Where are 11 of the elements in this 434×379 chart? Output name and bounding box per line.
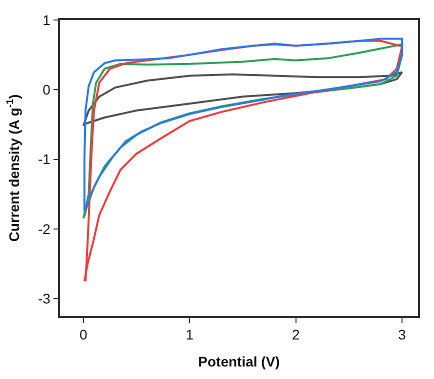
x-tick-label: 3 bbox=[398, 326, 406, 343]
y-tick-label: -3 bbox=[38, 290, 51, 306]
y-tick-label: 0 bbox=[42, 82, 51, 98]
y-tick-label: 1 bbox=[42, 12, 51, 28]
y-tick-label: -1 bbox=[38, 151, 51, 168]
line-series bbox=[83, 40, 404, 282]
x-tick-label: 0 bbox=[79, 326, 88, 343]
x-tick-label: 1 bbox=[186, 326, 194, 343]
x-tick-label: 2 bbox=[292, 326, 300, 343]
y-tick-label: -2 bbox=[38, 220, 51, 237]
x-axis-title: Potential (V) bbox=[198, 353, 280, 370]
